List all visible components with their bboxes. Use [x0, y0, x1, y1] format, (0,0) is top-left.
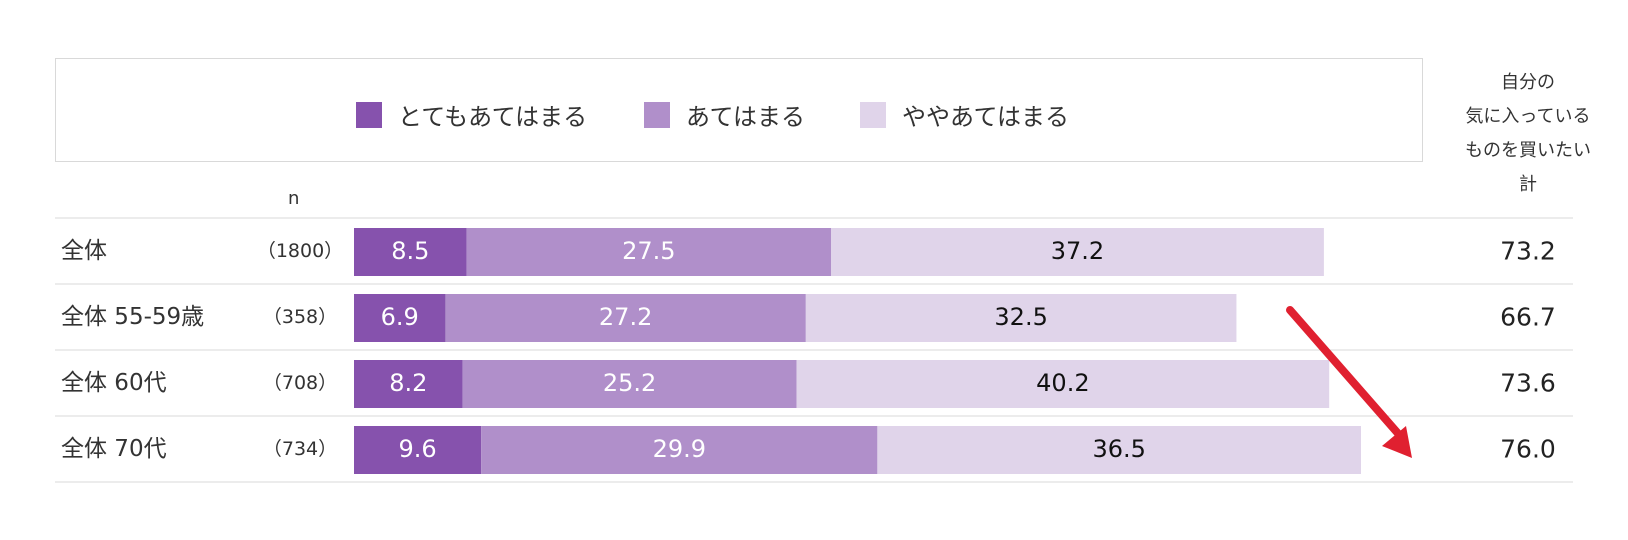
- data-label: 27.2: [599, 303, 652, 331]
- data-label: 9.6: [399, 435, 437, 463]
- category-label: 全体 60代: [61, 370, 167, 396]
- total-column-header: 自分の 気に入っている ものを買いたい 計: [1448, 66, 1608, 202]
- n-column-header: n: [288, 188, 300, 209]
- bar-segment-series-2: [481, 426, 878, 474]
- bar-segment-series-3: [805, 294, 1237, 342]
- category-label: 全体: [61, 238, 107, 264]
- legend-item-series-2: あてはまる: [644, 97, 805, 132]
- n-value: （734）: [263, 438, 337, 460]
- bar-segment-series-1: [354, 360, 463, 408]
- trend-arrow-head: [1382, 426, 1412, 458]
- bar-segment-series-1: [354, 294, 446, 342]
- bar-segment-series-3: [831, 228, 1324, 276]
- data-label: 37.2: [1051, 237, 1104, 265]
- legend-label-1: とてもあてはまる: [398, 103, 588, 131]
- total-header-line-1: 自分の: [1501, 72, 1555, 93]
- trend-arrow-shaft: [1286, 306, 1406, 442]
- legend-item-series-3: ややあてはまる: [860, 97, 1069, 132]
- category-label: 全体 55-59歳: [61, 304, 204, 330]
- n-value: （358）: [263, 306, 337, 328]
- data-label: 29.9: [653, 435, 706, 463]
- data-label: 8.2: [389, 369, 427, 397]
- total-value: 73.2: [1500, 237, 1556, 266]
- legend-swatch-2: [644, 101, 670, 128]
- data-label: 40.2: [1036, 369, 1089, 397]
- legend-swatch-1: [356, 101, 382, 128]
- bar-segment-series-2: [445, 294, 806, 342]
- total-value: 66.7: [1500, 303, 1556, 332]
- total-header-line-2: 気に入っている: [1465, 106, 1591, 127]
- data-label: 27.5: [622, 237, 675, 265]
- legend-label-3: ややあてはまる: [902, 103, 1070, 131]
- category-label: 全体 70代: [61, 436, 167, 462]
- data-label: 36.5: [1092, 435, 1145, 463]
- total-value: 76.0: [1500, 435, 1556, 464]
- total-value: 73.6: [1500, 369, 1556, 398]
- n-value: （708）: [263, 372, 337, 394]
- bar-segment-series-2: [466, 228, 831, 276]
- bar-segment-series-3: [877, 426, 1361, 474]
- data-label: 6.9: [381, 303, 419, 331]
- data-label: 25.2: [603, 369, 656, 397]
- legend: とてもあてはまる あてはまる ややあてはまる: [55, 58, 1423, 162]
- data-label: 32.5: [994, 303, 1047, 331]
- n-value: （1800）: [257, 240, 343, 262]
- legend-swatch-3: [860, 101, 886, 128]
- data-label: 8.5: [391, 237, 429, 265]
- bar-segment-series-1: [354, 228, 467, 276]
- bar-segment-series-1: [354, 426, 482, 474]
- legend-label-2: あてはまる: [686, 103, 806, 131]
- total-header-line-4: 計: [1519, 174, 1537, 195]
- total-header-line-3: ものを買いたい: [1465, 140, 1591, 161]
- bar-segment-series-3: [796, 360, 1330, 408]
- legend-item-series-1: とてもあてはまる: [356, 97, 587, 132]
- bar-segment-series-2: [462, 360, 797, 408]
